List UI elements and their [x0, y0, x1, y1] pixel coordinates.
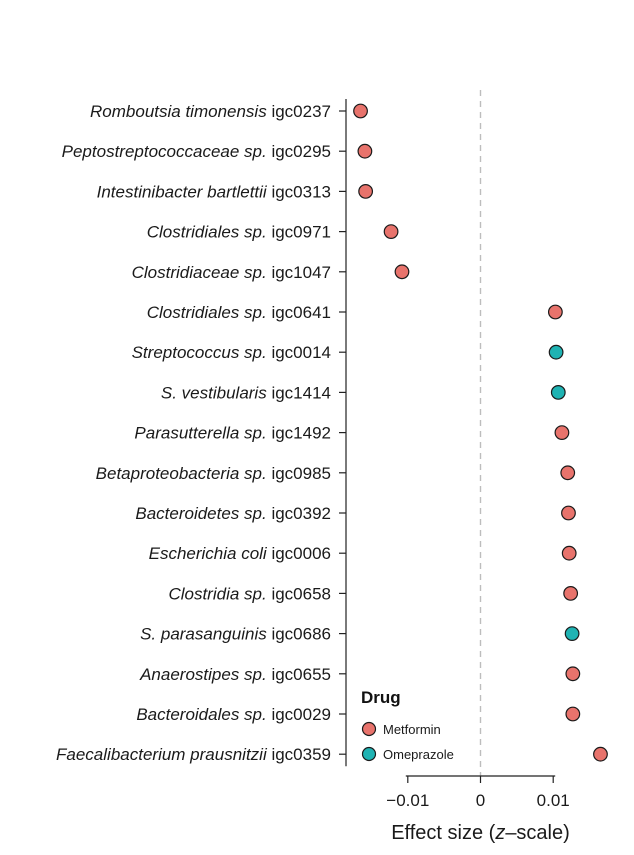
category-label: Faecalibacterium prausnitzii igc0359: [56, 745, 331, 764]
gene-id: igc0658: [267, 584, 331, 603]
taxon-name: S. parasanguinis: [140, 625, 267, 644]
data-point-omeprazole: [548, 344, 564, 360]
x-axis-title: Effect size (z–scale): [391, 822, 570, 844]
x-tick-label: 0: [476, 791, 485, 810]
x-axis-title-part: Effect size (: [391, 822, 495, 844]
category-label: S. vestibularis igc1414: [161, 383, 331, 402]
taxon-name: Betaproteobacteria sp.: [96, 464, 267, 483]
data-point-metformin: [593, 746, 608, 762]
data-point-metformin: [357, 143, 373, 159]
data-points: [353, 103, 608, 762]
category-label: Clostridiales sp. igc0971: [147, 223, 331, 242]
data-point-metformin: [560, 465, 576, 481]
taxon-name: Escherichia coli: [149, 544, 268, 563]
gene-id: igc0686: [267, 625, 331, 644]
taxon-name: Clostridiales sp.: [147, 223, 267, 242]
taxon-name: Clostridiaceae sp.: [132, 263, 267, 282]
data-point-metformin: [561, 505, 576, 521]
taxon-name: Clostridia sp.: [168, 584, 266, 603]
data-point-metformin: [547, 304, 563, 320]
category-label: Intestinibacter bartlettii igc0313: [97, 182, 331, 201]
category-label: Clostridiaceae sp. igc1047: [132, 263, 331, 282]
taxon-name: Bacteroidales sp.: [136, 705, 266, 724]
data-point-metformin: [358, 183, 374, 199]
data-point-metformin: [565, 706, 581, 722]
gene-id: igc0237: [267, 102, 331, 121]
data-point-omeprazole: [550, 385, 566, 400]
category-label: Betaproteobacteria sp. igc0985: [96, 464, 331, 483]
data-point-omeprazole: [564, 626, 580, 641]
category-label: Streptococcus sp. igc0014: [132, 343, 331, 362]
taxon-name: Intestinibacter bartlettii: [97, 182, 268, 201]
data-point-metformin: [394, 264, 410, 280]
axes: −0.01 0 0.01: [339, 99, 570, 810]
category-label: Peptostreptococcaceae sp. igc0295: [62, 142, 331, 161]
gene-id: igc0641: [267, 303, 331, 322]
gene-id: igc0295: [267, 142, 331, 161]
legend-swatch: [361, 746, 377, 762]
taxon-name: Peptostreptococcaceae sp.: [62, 142, 267, 161]
data-point-metformin: [565, 666, 581, 682]
gene-id: igc0006: [267, 544, 331, 563]
gene-id: igc0655: [267, 665, 331, 684]
taxon-name: Anaerostipes sp.: [139, 665, 267, 684]
category-label: Escherichia coli igc0006: [149, 544, 331, 563]
gene-id: igc1492: [267, 424, 331, 443]
data-point-metformin: [563, 586, 579, 601]
category-label: Anaerostipes sp. igc0655: [139, 665, 331, 684]
data-point-metformin: [554, 425, 570, 441]
category-label: Bacteroidales sp. igc0029: [136, 705, 331, 724]
x-tick-label: −0.01: [386, 791, 429, 810]
legend-swatch: [361, 721, 377, 737]
gene-id: igc0971: [267, 223, 331, 242]
data-point-metformin: [353, 103, 368, 119]
legend-title: Drug: [361, 688, 401, 707]
gene-id: igc0313: [267, 182, 331, 201]
category-label: Clostridia sp. igc0658: [168, 584, 331, 603]
gene-id: igc1047: [267, 263, 331, 282]
data-point-metformin: [383, 224, 399, 240]
taxon-name: Romboutsia timonensis: [90, 102, 267, 121]
taxon-name: Faecalibacterium prausnitzii: [56, 745, 268, 764]
x-tick-label: 0.01: [537, 791, 570, 810]
category-label: S. parasanguinis igc0686: [140, 625, 331, 644]
category-label: Clostridiales sp. igc0641: [147, 303, 331, 322]
legend: Drug Metformin Omeprazole: [361, 688, 454, 762]
legend-label: Metformin: [383, 722, 441, 737]
data-point-metformin: [561, 545, 577, 561]
category-labels: Romboutsia timonensis igc0237 Peptostrept…: [56, 102, 331, 764]
taxon-name: Clostridiales sp.: [147, 303, 267, 322]
taxon-name: Bacteroidetes sp.: [135, 504, 266, 523]
category-label: Romboutsia timonensis igc0237: [90, 102, 331, 121]
gene-id: igc1414: [267, 383, 331, 402]
legend-label: Omeprazole: [383, 747, 454, 762]
category-label: Bacteroidetes sp. igc0392: [135, 504, 331, 523]
gene-id: igc0029: [267, 705, 331, 724]
x-axis-title-part: z: [494, 822, 505, 844]
gene-id: igc0392: [267, 504, 331, 523]
category-label: Parasutterella sp. igc1492: [134, 424, 331, 443]
x-axis-title-part: –scale): [505, 822, 569, 844]
taxon-name: Parasutterella sp.: [134, 424, 266, 443]
taxon-name: S. vestibularis: [161, 383, 267, 402]
taxon-name: Streptococcus sp.: [132, 343, 267, 362]
gene-id: igc0014: [267, 343, 331, 362]
gene-id: igc0359: [267, 745, 331, 764]
gene-id: igc0985: [267, 464, 331, 483]
